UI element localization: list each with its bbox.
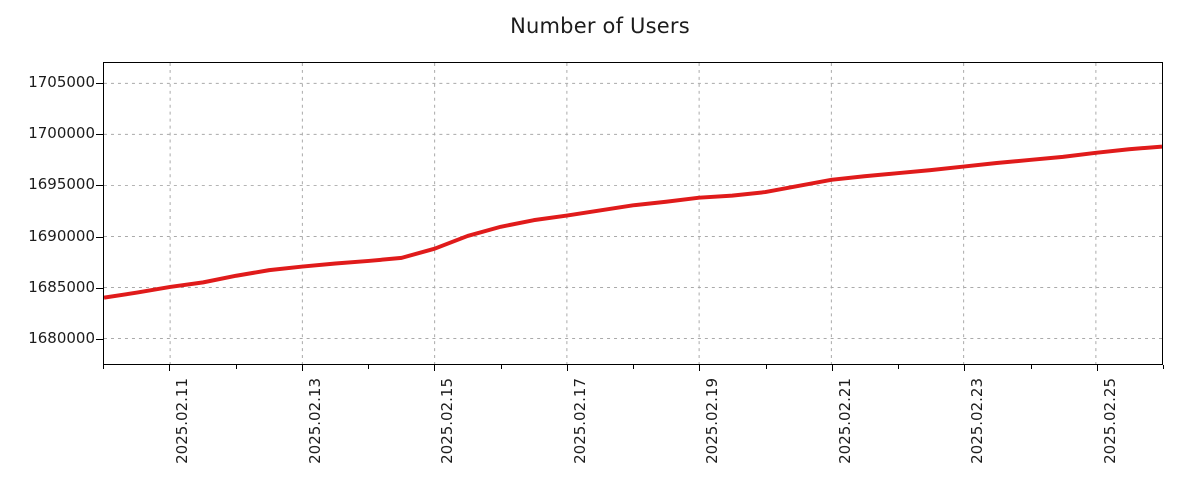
x-tick-mark-minor (235, 365, 237, 369)
y-tick-label: 1695000 (28, 175, 95, 194)
x-tick-mark (169, 365, 171, 371)
x-tick-mark-minor (633, 365, 634, 369)
x-tick-label: 2025.02.13 (305, 378, 324, 464)
horizontal-gridlines (104, 82, 1162, 339)
x-tick-label: 2025.02.11 (173, 378, 192, 464)
plot-canvas (104, 63, 1162, 364)
x-tick-mark-minor (898, 365, 899, 369)
x-tick-mark-minor (368, 365, 369, 369)
x-tick-label: 2025.02.17 (570, 378, 589, 464)
data-series-group (104, 144, 1162, 300)
x-tick-label: 2025.02.15 (438, 378, 457, 464)
y-tick-mark (96, 82, 104, 84)
plot-area (103, 62, 1163, 365)
y-tick-label: 1690000 (28, 226, 95, 245)
y-tick-mark (96, 133, 104, 135)
y-tick-label: 1700000 (28, 123, 95, 142)
x-tick-mark-minor (1030, 365, 1032, 369)
y-tick-mark (96, 287, 104, 289)
x-tick-mark-minor (103, 365, 104, 369)
x-tick-mark (434, 365, 436, 371)
x-tick-label: 2025.02.23 (968, 378, 987, 464)
y-tick-label: 1685000 (28, 277, 95, 296)
x-tick-mark (964, 365, 966, 371)
x-tick-label: 2025.02.25 (1100, 378, 1119, 464)
x-tick-mark (566, 365, 568, 371)
y-tick-mark (96, 185, 104, 187)
y-axis: 1705000 1700000 1695000 1690000 1685000 16800… (0, 0, 95, 500)
y-tick-mark (96, 236, 104, 238)
x-tick-mark-minor (500, 365, 502, 369)
x-tick-mark-minor (1163, 365, 1164, 369)
chart-title: Number of Users (510, 14, 690, 38)
x-tick-mark (831, 365, 833, 371)
x-tick-mark (1096, 365, 1098, 371)
y-tick-label: 1705000 (28, 72, 95, 91)
x-tick-label: 2025.02.21 (835, 378, 854, 464)
y-tick-label: 1680000 (28, 329, 95, 348)
x-tick-mark (699, 365, 701, 371)
x-tick-mark-minor (765, 365, 767, 369)
vertical-gridlines (169, 63, 1097, 364)
x-tick-label: 2025.02.19 (703, 378, 722, 464)
data-line (104, 144, 1162, 300)
y-tick-mark (96, 339, 104, 341)
x-tick-mark (301, 365, 303, 371)
